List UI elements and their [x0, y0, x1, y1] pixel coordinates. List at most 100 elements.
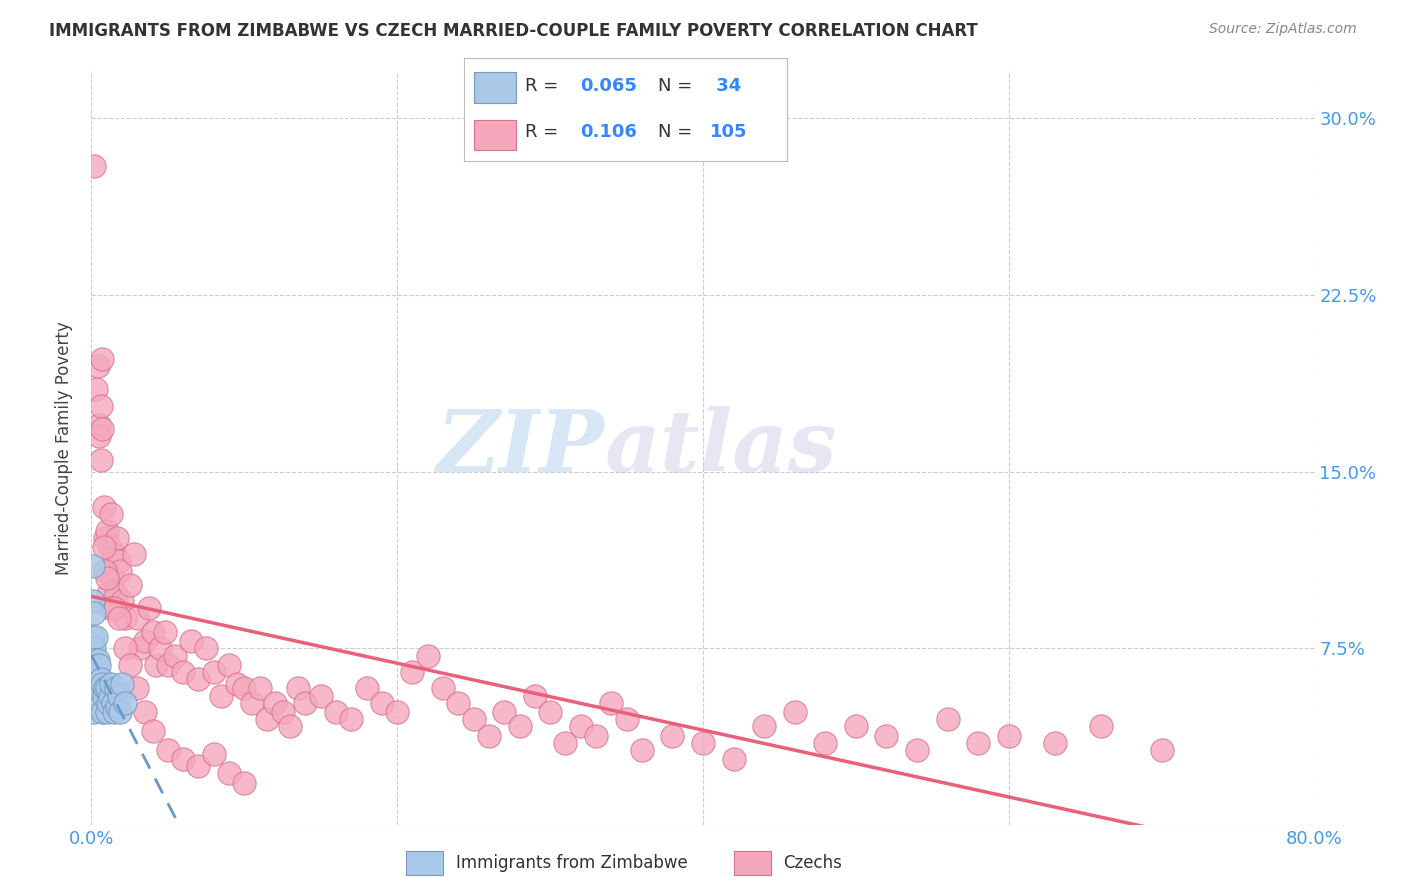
Point [156, 657, 179, 672]
Point [87, 657, 110, 672]
Point [108, 689, 131, 703]
Point [96, 524, 118, 538]
Point [905, 742, 928, 756]
Point [172, 752, 194, 766]
Point [416, 648, 439, 663]
Point [94, 681, 117, 696]
Point [141, 723, 163, 738]
Bar [474, 120, 516, 150]
Point [225, 677, 247, 691]
Point [111, 677, 134, 691]
Point [105, 700, 128, 714]
Bar [734, 851, 770, 875]
Point [104, 587, 127, 601]
Point [814, 736, 837, 750]
Point [233, 775, 256, 789]
Text: ZIP: ZIP [437, 407, 605, 490]
Point [554, 736, 576, 750]
Point [104, 681, 127, 696]
Point [87, 417, 110, 432]
Point [145, 657, 167, 672]
Point [86, 359, 108, 373]
Text: Source: ZipAtlas.com: Source: ZipAtlas.com [1209, 22, 1357, 37]
Text: N =: N = [658, 77, 697, 95]
Point [108, 611, 131, 625]
Point [98, 601, 121, 615]
Point [91, 351, 114, 366]
Point [569, 719, 592, 733]
Text: R =: R = [526, 123, 564, 141]
Text: Czechs: Czechs [783, 854, 842, 872]
Text: R =: R = [526, 77, 564, 95]
Point [998, 729, 1021, 743]
Point [100, 677, 122, 691]
Point [96, 681, 118, 696]
Point [83, 705, 105, 719]
Point [149, 641, 172, 656]
Point [83, 681, 105, 696]
Point [90, 399, 112, 413]
Point [103, 547, 125, 561]
Point [97, 587, 120, 601]
Point [309, 689, 332, 703]
Text: 34: 34 [710, 77, 741, 95]
Point [94, 531, 117, 545]
Point [84, 665, 107, 679]
Point [287, 681, 309, 696]
Point [100, 507, 122, 521]
Point [585, 729, 607, 743]
Point [180, 634, 202, 648]
Point [103, 601, 125, 615]
Point [93, 500, 115, 515]
Text: Immigrants from Zimbabwe: Immigrants from Zimbabwe [456, 854, 688, 872]
Point [84, 696, 107, 710]
Point [218, 657, 240, 672]
Point [723, 752, 745, 766]
Text: 105: 105 [710, 123, 747, 141]
Text: N =: N = [658, 123, 697, 141]
Point [783, 705, 806, 719]
Point [195, 641, 218, 656]
Point [96, 571, 118, 585]
Point [141, 624, 163, 639]
Point [616, 712, 638, 726]
Point [84, 630, 107, 644]
Point [91, 422, 114, 436]
Point [118, 578, 141, 592]
Point [538, 705, 561, 719]
Point [134, 705, 156, 719]
Point [98, 540, 121, 554]
Point [111, 594, 134, 608]
Point [127, 681, 149, 696]
Point [209, 689, 232, 703]
Point [86, 689, 108, 703]
Point [118, 657, 141, 672]
Point [87, 429, 110, 443]
Point [356, 681, 378, 696]
Point [631, 742, 654, 756]
Point [447, 696, 470, 710]
Point [278, 719, 301, 733]
Point [845, 719, 868, 733]
Point [91, 705, 114, 719]
Point [129, 641, 152, 656]
Point [86, 653, 108, 667]
Point [494, 705, 516, 719]
Point [82, 665, 104, 679]
Point [264, 696, 287, 710]
Text: 0.065: 0.065 [581, 77, 637, 95]
Point [256, 712, 278, 726]
Point [240, 696, 263, 710]
Point [371, 696, 394, 710]
Point [114, 641, 136, 656]
Bar [474, 72, 516, 103]
Point [82, 630, 104, 644]
Point [90, 672, 112, 686]
Point [122, 547, 145, 561]
Point [84, 382, 107, 396]
Point [271, 705, 294, 719]
Point [967, 736, 990, 750]
Point [340, 712, 363, 726]
Point [108, 554, 131, 568]
Text: IMMIGRANTS FROM ZIMBABWE VS CZECH MARRIED-COUPLE FAMILY POVERTY CORRELATION CHAR: IMMIGRANTS FROM ZIMBABWE VS CZECH MARRIE… [49, 22, 979, 40]
